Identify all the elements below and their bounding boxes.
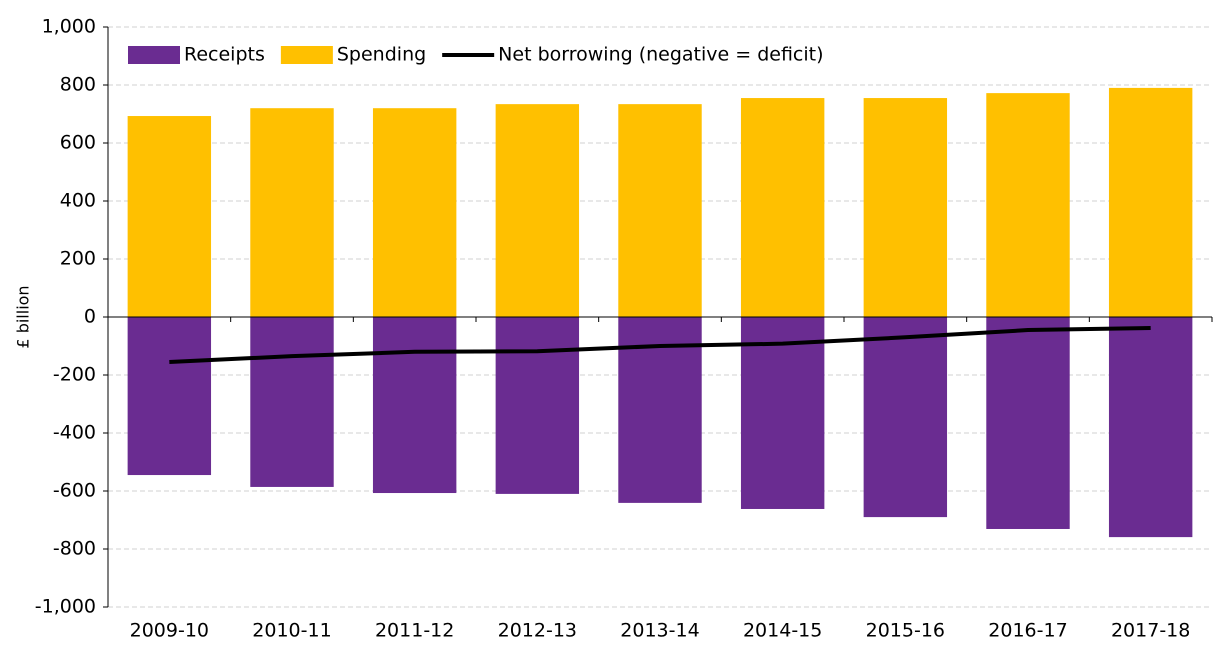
y-tick-label: 800 — [60, 74, 96, 96]
bar — [372, 108, 457, 317]
legend-label: Net borrowing (negative = deficit) — [498, 44, 823, 66]
y-tick-label: 0 — [84, 306, 96, 328]
bar — [495, 317, 580, 494]
legend-swatch — [280, 46, 333, 64]
line — [169, 326, 1151, 364]
bar — [127, 317, 212, 476]
y-tick-label: 600 — [60, 132, 96, 154]
bar — [1108, 317, 1193, 538]
y-tick-label: 400 — [60, 190, 96, 212]
bar — [618, 104, 702, 317]
bar — [127, 116, 212, 317]
x-tick-label: 2013-14 — [620, 620, 699, 642]
legend-label: Receipts — [184, 44, 265, 66]
y-tick-label: -800 — [53, 538, 96, 560]
bar — [863, 317, 948, 518]
y-tick-label: -600 — [53, 480, 96, 502]
x-tick-label: 2009-10 — [130, 620, 209, 642]
x-tick-label: 2014-15 — [743, 620, 822, 642]
x-tick-label: 2016-17 — [988, 620, 1067, 642]
y-tick-label: -1,000 — [35, 596, 96, 618]
y-tick-label: -400 — [53, 422, 96, 444]
bar — [986, 317, 1070, 529]
legend-label: Spending — [337, 44, 426, 66]
x-tick-label: 2011-12 — [375, 620, 454, 642]
y-tick-label: 200 — [60, 248, 96, 270]
legend-swatch — [128, 46, 180, 64]
y-axis-label: £ billion — [14, 285, 33, 348]
bar — [986, 93, 1070, 318]
x-tick-label: 2010-11 — [252, 620, 331, 642]
bar — [863, 98, 948, 317]
x-tick-label: 2017-18 — [1111, 620, 1190, 642]
y-tick-label: -200 — [53, 364, 96, 386]
y-tick-label: 1,000 — [42, 16, 96, 38]
bar — [740, 317, 825, 509]
bar — [1108, 87, 1193, 318]
x-tick-label: 2015-16 — [866, 620, 945, 642]
x-tick-label: 2012-13 — [498, 620, 577, 642]
bar — [740, 98, 825, 317]
bar — [250, 108, 334, 317]
bar — [495, 104, 580, 317]
bar — [372, 317, 457, 494]
bar — [250, 317, 334, 487]
